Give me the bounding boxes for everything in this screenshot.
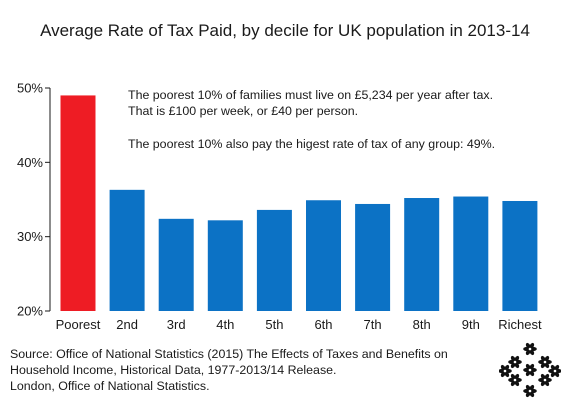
annotation-income: The poorest 10% of families must live on… bbox=[128, 88, 494, 102]
y-axis: 20% 30% 40% 50% bbox=[17, 81, 51, 319]
flower-cluster-icon bbox=[499, 342, 561, 398]
x-tick-label: 4th bbox=[216, 317, 234, 332]
x-tick-label: 3rd bbox=[167, 317, 186, 332]
x-tick-label: Poorest bbox=[56, 317, 101, 332]
flower-mark bbox=[508, 373, 522, 387]
x-tick-label: Richest bbox=[498, 317, 542, 332]
flower-mark bbox=[548, 364, 561, 378]
chart-title: Average Rate of Tax Paid, by decile for … bbox=[40, 21, 530, 40]
bar-6th bbox=[306, 200, 341, 311]
bar-7th bbox=[355, 203, 391, 311]
bar-poorest bbox=[60, 95, 96, 311]
flower-mark bbox=[523, 384, 537, 398]
bar-4th bbox=[207, 220, 243, 311]
x-axis-labels: Poorest 2nd 3rd 4th 5th 6th 7th 8th 9th Richest bbox=[56, 317, 542, 332]
bars-group bbox=[60, 95, 538, 311]
flower-mark bbox=[523, 342, 537, 356]
bar-richest bbox=[502, 200, 538, 311]
bar-8th bbox=[404, 198, 440, 311]
x-tick-label: 2nd bbox=[116, 317, 138, 332]
flower-mark bbox=[538, 355, 552, 369]
x-tick-label: 6th bbox=[314, 317, 332, 332]
source-citation: Source: Office of National Statistics (2… bbox=[10, 346, 448, 394]
bar-5th bbox=[256, 209, 292, 311]
y-tick-label: 50% bbox=[17, 81, 43, 96]
y-tick-label: 40% bbox=[17, 155, 43, 170]
bar-2nd bbox=[109, 189, 145, 311]
source-line: London, Office of National Statistics. bbox=[10, 379, 210, 393]
bar-3rd bbox=[158, 218, 194, 311]
source-line: Household Income, Historical Data, 1977-… bbox=[10, 363, 337, 377]
annotation-tax-rate: The poorest 10% also pay the higest rate… bbox=[128, 137, 496, 151]
x-tick-label: 5th bbox=[265, 317, 283, 332]
flower-mark bbox=[538, 373, 552, 387]
source-line: Source: Office of National Statistics (2… bbox=[10, 347, 448, 361]
annotation-weekly: That is £100 per week, or £40 per person… bbox=[128, 104, 359, 118]
flower-mark bbox=[508, 355, 522, 369]
bar-9th bbox=[453, 196, 489, 311]
flower-mark bbox=[499, 364, 512, 378]
x-tick-label: 7th bbox=[364, 317, 382, 332]
x-tick-label: 9th bbox=[462, 317, 480, 332]
flower-mark bbox=[523, 363, 537, 377]
y-tick-label: 30% bbox=[17, 229, 43, 244]
x-tick-label: 8th bbox=[413, 317, 431, 332]
y-tick-label: 20% bbox=[17, 304, 43, 319]
